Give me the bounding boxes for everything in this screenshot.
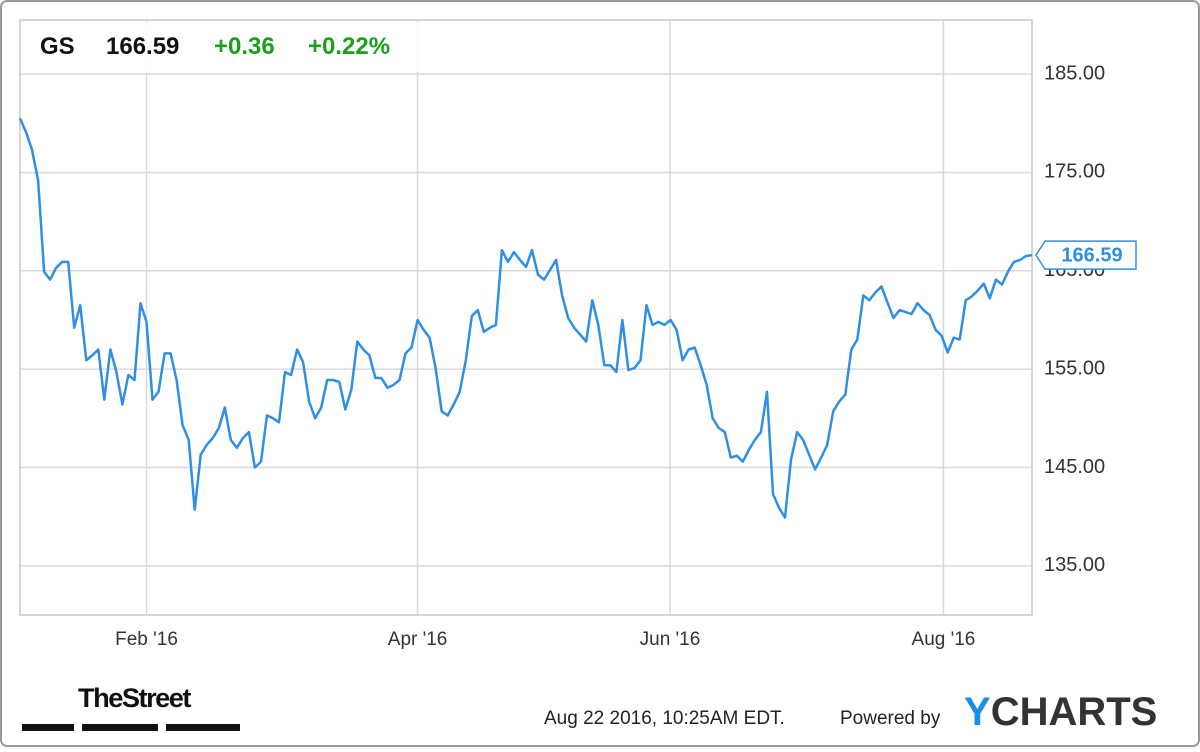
y-tick-label: 145.00: [1044, 456, 1105, 478]
brand-logo: YCHARTS: [964, 690, 1157, 734]
brand-rest: CHARTS: [991, 690, 1158, 734]
y-tick-label: 175.00: [1044, 161, 1105, 183]
last-price-tag: [1035, 240, 1137, 270]
powered-by: Powered by: [840, 708, 941, 729]
timestamp: Aug 22 2016, 10:25AM EDT.: [544, 708, 785, 729]
x-tick-label: Jun '16: [640, 629, 701, 650]
plot-border: [19, 19, 1033, 616]
y-tick-label: 135.00: [1044, 554, 1105, 576]
x-tick-label: Aug '16: [912, 629, 976, 650]
series-layer: [18, 117, 1033, 519]
y-tick-label: 155.00: [1044, 357, 1105, 379]
header-box: [22, 22, 434, 72]
logo-bar: [82, 724, 158, 731]
price: 166.59: [106, 33, 179, 60]
quote-header: GS 166.59 +0.36 +0.22%: [40, 33, 390, 60]
symbol: GS: [40, 33, 75, 60]
logo-bar: [166, 724, 240, 731]
change: +0.36: [214, 33, 275, 60]
brand-initial: Y: [964, 690, 991, 734]
x-tick-label: Feb '16: [115, 629, 178, 650]
source-logo: TheStreet: [78, 683, 192, 713]
last-price-label: 166.59: [1061, 244, 1122, 266]
price-line: [18, 117, 1033, 519]
change-percent: +0.22%: [308, 33, 390, 60]
x-tick-label: Apr '16: [388, 629, 448, 650]
grid: [20, 20, 1032, 615]
logo-bar: [22, 724, 74, 731]
y-tick-label: 185.00: [1044, 62, 1105, 84]
